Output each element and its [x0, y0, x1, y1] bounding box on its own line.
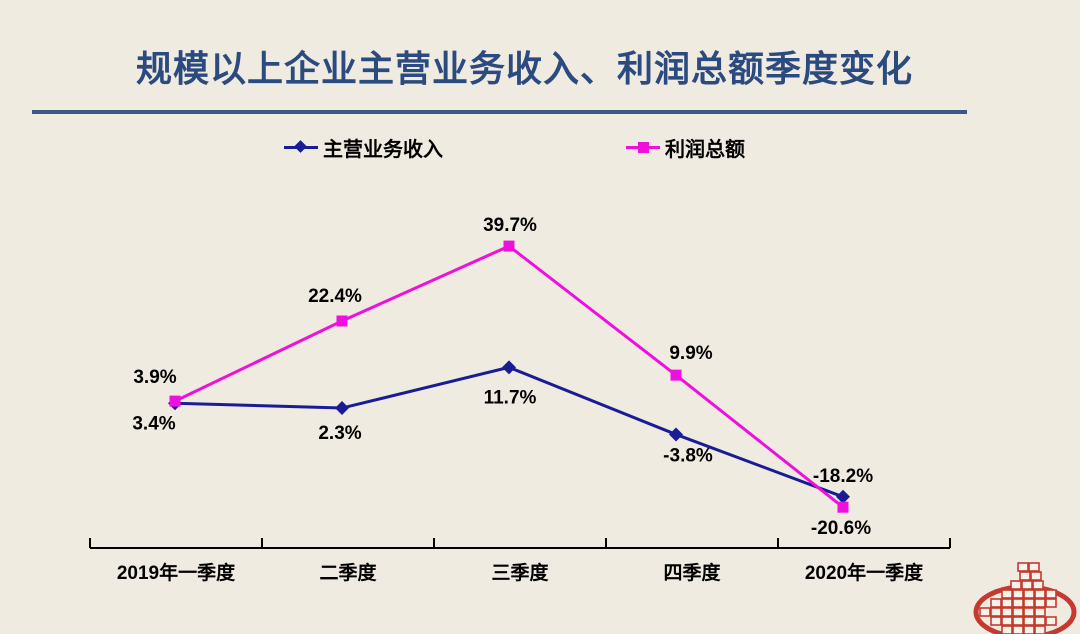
- x-axis-label: 2020年一季度: [805, 561, 924, 584]
- logo-grid-cell: [1034, 607, 1046, 617]
- data-point-label: 11.7%: [484, 387, 537, 408]
- logo-grid-cell: [1001, 607, 1013, 617]
- data-point-label: 39.7%: [483, 215, 537, 236]
- data-point-square-icon: [503, 240, 515, 252]
- series-line-利润总额: [174, 244, 844, 509]
- logo-grid-cell: [1021, 580, 1033, 590]
- logo-grid-cell: [990, 607, 1002, 617]
- legend-item-main-revenue: 主营业务收入: [284, 134, 443, 161]
- data-point-diamond-icon: [836, 489, 850, 504]
- data-point-label: 22.4%: [308, 286, 362, 307]
- logo-grid-cell: [1034, 616, 1046, 626]
- logo-grid-cell: [1023, 616, 1035, 626]
- data-point-square-icon: [837, 501, 849, 513]
- national-bureau-of-statistics-logo: [973, 562, 1077, 634]
- logo-grid-cell: [1012, 607, 1024, 617]
- data-point-label: -18.2%: [813, 466, 873, 487]
- legend-marker: [626, 139, 660, 155]
- logo-grid-cell: [1045, 616, 1057, 626]
- logo-grid-cell: [1028, 562, 1040, 572]
- data-point-diamond-icon: [502, 360, 516, 375]
- data-point-square-icon: [670, 369, 682, 381]
- logo-grid-cell: [1010, 580, 1022, 590]
- data-point-label: -3.8%: [663, 445, 713, 466]
- logo-grid-cell: [1001, 598, 1013, 608]
- title-underline: [32, 110, 967, 114]
- data-point-label: 3.9%: [133, 367, 176, 388]
- data-point-label: 2.3%: [318, 423, 361, 444]
- legend-marker: [284, 139, 318, 155]
- data-point-square-icon: [169, 395, 181, 407]
- x-axis-label: 四季度: [663, 561, 721, 584]
- logo-grid-cell: [990, 598, 1002, 608]
- logo-grid-cell: [1030, 571, 1042, 581]
- logo-grid-cell: [1012, 598, 1024, 608]
- logo-grid-cell: [1001, 625, 1013, 634]
- logo-grid-cell: [1001, 616, 1013, 626]
- logo-grid-cell: [1012, 589, 1024, 599]
- data-point-diamond-icon: [669, 427, 683, 442]
- data-point-label: 3.4%: [132, 413, 175, 434]
- x-axis-label: 2019年一季度: [117, 561, 236, 584]
- data-point-label: 9.9%: [669, 343, 712, 364]
- legend-label-total-profit: 利润总额: [665, 138, 745, 161]
- logo-grid-cell: [1034, 598, 1046, 608]
- logo-grid-cell: [1001, 589, 1013, 599]
- logo-grid-cell: [1034, 625, 1046, 634]
- logo-grid-cell: [1034, 589, 1046, 599]
- chart-legend: 主营业务收入 利润总额: [0, 134, 1080, 161]
- x-axis-label: 二季度: [319, 561, 377, 584]
- logo-grid-cell: [1023, 589, 1035, 599]
- logo-grid-cell: [990, 616, 1002, 626]
- logo-grid-cell: [1017, 562, 1029, 572]
- x-axis-label: 三季度: [491, 561, 549, 584]
- logo-grid-cell: [1012, 616, 1024, 626]
- logo-grid-cell: [1019, 571, 1031, 581]
- legend-label-main-revenue: 主营业务收入: [323, 138, 443, 161]
- logo-grid-cell: [979, 607, 991, 617]
- logo-grid-cell: [1012, 625, 1024, 634]
- logo-grid-cell: [1045, 589, 1057, 599]
- data-point-diamond-icon: [335, 401, 349, 416]
- data-point-square-icon: [336, 315, 348, 327]
- legend-item-total-profit: 利润总额: [626, 134, 745, 161]
- logo-grid-cell: [1045, 598, 1057, 608]
- logo-grid-cell: [1023, 607, 1035, 617]
- square-marker-icon: [638, 141, 649, 153]
- logo-grid-cell: [1032, 580, 1044, 590]
- data-point-label: -20.6%: [811, 518, 871, 539]
- logo-grid-cell: [1023, 625, 1035, 634]
- logo-grid-cell: [1023, 598, 1035, 608]
- page-title: 规模以上企业主营业务收入、利润总额季度变化: [136, 48, 914, 89]
